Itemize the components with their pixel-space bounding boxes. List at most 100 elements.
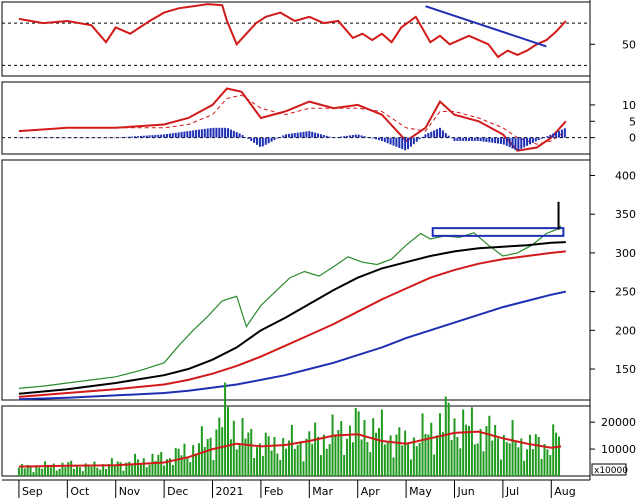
macd-histogram-bar [375, 137, 378, 140]
volume-volume-bar [93, 461, 96, 476]
macd-histogram-bar [287, 133, 290, 138]
macd-histogram-bar [70, 137, 73, 139]
price-ytick-label: 200 [615, 324, 636, 337]
macd-histogram-bar [508, 137, 511, 148]
macd-histogram-bar [299, 132, 302, 138]
macd-histogram-bar [168, 133, 171, 138]
macd-histogram-bar [363, 136, 366, 138]
volume-volume-bar [488, 415, 491, 476]
macd-histogram-bar [119, 137, 122, 138]
volume-volume-bar [424, 434, 427, 476]
macd-histogram-bar [93, 137, 96, 139]
macd-histogram-bar [380, 137, 383, 141]
volume-volume-bar [543, 444, 546, 476]
macd-histogram-bar [389, 137, 392, 145]
macd-histogram-bar [125, 136, 128, 138]
macd-histogram-bar [421, 136, 424, 138]
volume-volume-bar [99, 469, 102, 476]
macd-histogram-bar [386, 137, 389, 144]
volume-volume-bar [203, 447, 206, 476]
macd-histogram-bar [273, 137, 276, 141]
volume-volume-bar [558, 436, 561, 476]
volume-volume-bar [305, 438, 308, 476]
macd-histogram-bar [224, 127, 227, 138]
volume-volume-bar [302, 461, 305, 476]
macd-histogram-bar [17, 137, 20, 139]
volume-volume-bar [235, 449, 238, 476]
x-tick-label: Jul [505, 485, 519, 498]
volume-volume-bar [398, 427, 401, 476]
volume-ytick-label: 10000 [601, 443, 636, 456]
macd-histogram-bar [331, 137, 334, 138]
macd-macd-line [18, 87, 567, 152]
resistance-box [431, 227, 565, 237]
macd-histogram-bar [488, 137, 491, 143]
volume-volume-bar [116, 461, 119, 476]
macd-histogram-bar [270, 137, 273, 142]
macd-histogram-bar [197, 129, 200, 138]
volume-volume-bar [511, 420, 514, 476]
volume-volume-bar [523, 460, 526, 476]
x-tick-label: Nov [119, 485, 141, 498]
volume-volume-bar [282, 438, 285, 476]
macd-histogram-bar [229, 129, 232, 138]
macd-histogram-bar [357, 134, 360, 138]
macd-histogram-bar [78, 137, 81, 139]
macd-histogram-bar [546, 136, 549, 138]
volume-volume-bar [110, 458, 113, 476]
volume-volume-bar [308, 431, 311, 476]
rsi-panel: 50 [1, 1, 636, 77]
macd-histogram-bar [383, 137, 386, 143]
x-tick-label: Feb [264, 485, 283, 498]
volume-volume-bar [450, 439, 453, 476]
volume-volume-bar [433, 454, 436, 476]
macd-histogram-bar [131, 136, 134, 138]
macd-histogram-bar [308, 131, 311, 138]
volume-volume-bar [70, 460, 73, 476]
macd-histogram-bar [96, 137, 99, 139]
macd-histogram-bar [543, 137, 546, 138]
x-tick-label: Dec [167, 485, 188, 498]
volume-volume-bar [505, 442, 508, 476]
macd-histogram-bar [549, 134, 552, 138]
volume-volume-bar [206, 439, 209, 476]
macd-histogram-bar [560, 129, 563, 138]
volume-volume-bar [479, 429, 482, 476]
volume-volume-bar [380, 409, 383, 476]
macd-histogram-bar [334, 137, 337, 138]
macd-histogram-bar [128, 136, 131, 138]
volume-volume-bar [407, 442, 410, 476]
volume-volume-bar [177, 448, 180, 476]
volume-volume-bar [107, 464, 110, 476]
volume-volume-bar [383, 444, 386, 476]
macd-signal-line [18, 94, 567, 145]
macd-histogram-bar [528, 137, 531, 145]
macd-histogram-bar [134, 136, 137, 138]
volume-volume-bar [317, 436, 320, 476]
volume-volume-bar [520, 438, 523, 476]
volume-volume-bar [409, 459, 412, 476]
macd-histogram-bar [41, 137, 44, 139]
volume-volume-bar [366, 442, 369, 476]
volume-volume-bar [552, 424, 555, 476]
macd-histogram-bar [499, 137, 502, 144]
macd-histogram-bar [160, 134, 163, 138]
volume-volume-bar [444, 396, 447, 476]
volume-volume-bar [287, 440, 290, 476]
volume-volume-bar [232, 420, 235, 476]
macd-histogram-bar [52, 137, 55, 139]
macd-histogram-bar [244, 136, 247, 138]
volume-volume-bar [96, 467, 99, 476]
volume-volume-bar [389, 435, 392, 476]
macd-histogram-bar [87, 137, 90, 139]
volume-volume-bar [343, 454, 346, 476]
volume-volume-bar [462, 409, 465, 476]
volume-volume-bar [528, 434, 531, 476]
macd-histogram-bar [84, 137, 87, 139]
volume-volume-bar [90, 466, 93, 476]
macd-histogram-bar [412, 137, 415, 145]
macd-histogram-bar [250, 137, 253, 141]
macd-histogram-bar [32, 137, 35, 139]
volume-volume-bar [250, 428, 253, 476]
volume-volume-bar [258, 443, 261, 476]
